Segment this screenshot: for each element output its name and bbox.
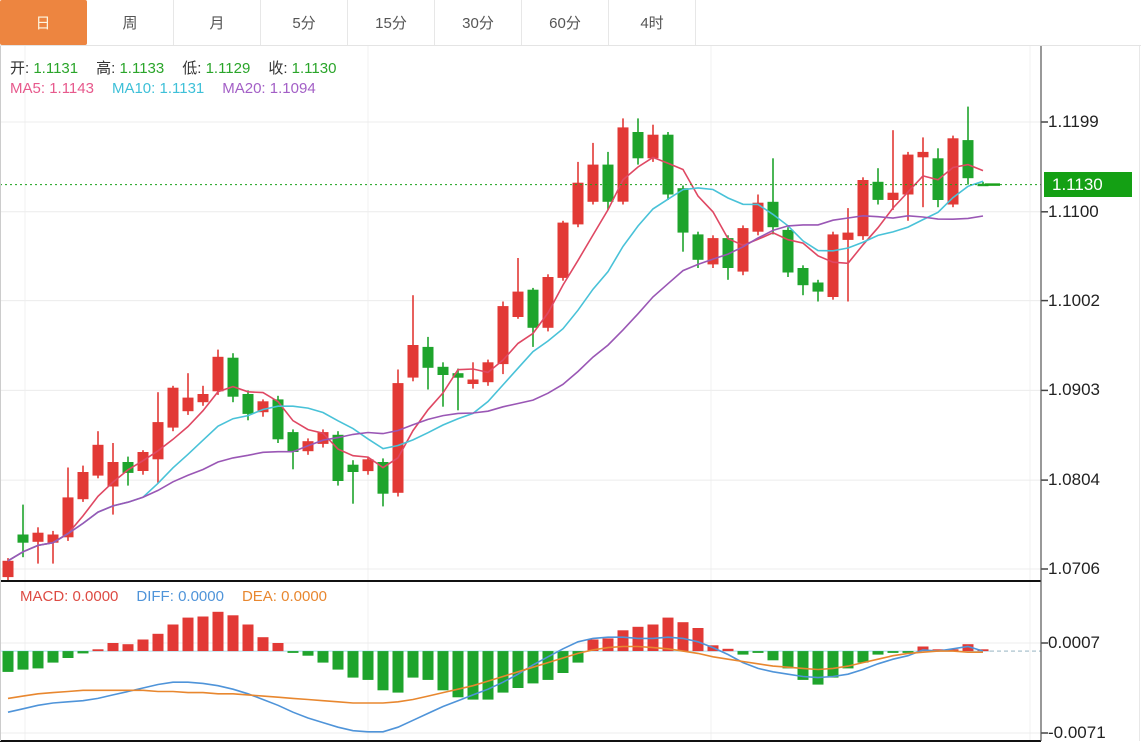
legend-item: MACD: 0.0000 xyxy=(20,588,119,605)
timeframe-tab-bar: 日周月 5分 15分 30分 60分 4时 xyxy=(0,0,1141,46)
ohlc-legend: 开: 1.1131 高: 1.1133 低: 1.1129 收: 1.1130 xyxy=(10,57,354,78)
macd-axis-label: 0.0007 xyxy=(1048,633,1100,652)
price-axis-label: 1.0804 xyxy=(1048,470,1100,490)
tab-timeframe-4[interactable]: 15分 xyxy=(348,0,435,45)
tab-timeframe-1[interactable]: 周 xyxy=(87,0,174,45)
current-price-tag: 1.1130 xyxy=(1044,172,1132,198)
legend-item: DIFF: 0.0000 xyxy=(136,588,224,605)
price-axis-label: 1.1100 xyxy=(1048,201,1099,221)
tab-timeframe-3[interactable]: 5分 xyxy=(261,0,348,45)
tab-timeframe-2[interactable]: 月 xyxy=(174,0,261,45)
tab-timeframe-0[interactable]: 日 xyxy=(0,0,87,45)
tab-timeframe-7[interactable]: 4时 xyxy=(609,0,696,45)
ma-legend: MA5: 1.1143 MA10: 1.1131 MA20: 1.1094 xyxy=(10,80,334,97)
legend-item: 高: 1.1133 xyxy=(96,60,165,77)
tab-timeframe-6[interactable]: 60分 xyxy=(522,0,609,45)
price-axis-label: 1.0706 xyxy=(1048,559,1100,578)
macd-axis-label: -0.0071 xyxy=(1048,723,1106,742)
macd-legend: MACD: 0.0000 DIFF: 0.0000 DEA: 0.0000 xyxy=(20,588,345,605)
legend-item: MA5: 1.1143 xyxy=(10,80,94,97)
tab-timeframe-5[interactable]: 30分 xyxy=(435,0,522,45)
legend-item: 低: 1.1129 xyxy=(182,60,251,77)
legend-item: 开: 1.1131 xyxy=(10,60,79,77)
legend-item: MA10: 1.1131 xyxy=(111,80,205,97)
price-axis-label: 1.1002 xyxy=(1048,290,1100,310)
price-axis-label: 1.0903 xyxy=(1048,380,1100,400)
legend-item: 收: 1.1130 xyxy=(268,60,337,77)
legend-item: MA20: 1.1094 xyxy=(222,80,316,97)
legend-item: DEA: 0.0000 xyxy=(241,588,328,605)
price-axis-label: 1.1199 xyxy=(1048,112,1099,131)
